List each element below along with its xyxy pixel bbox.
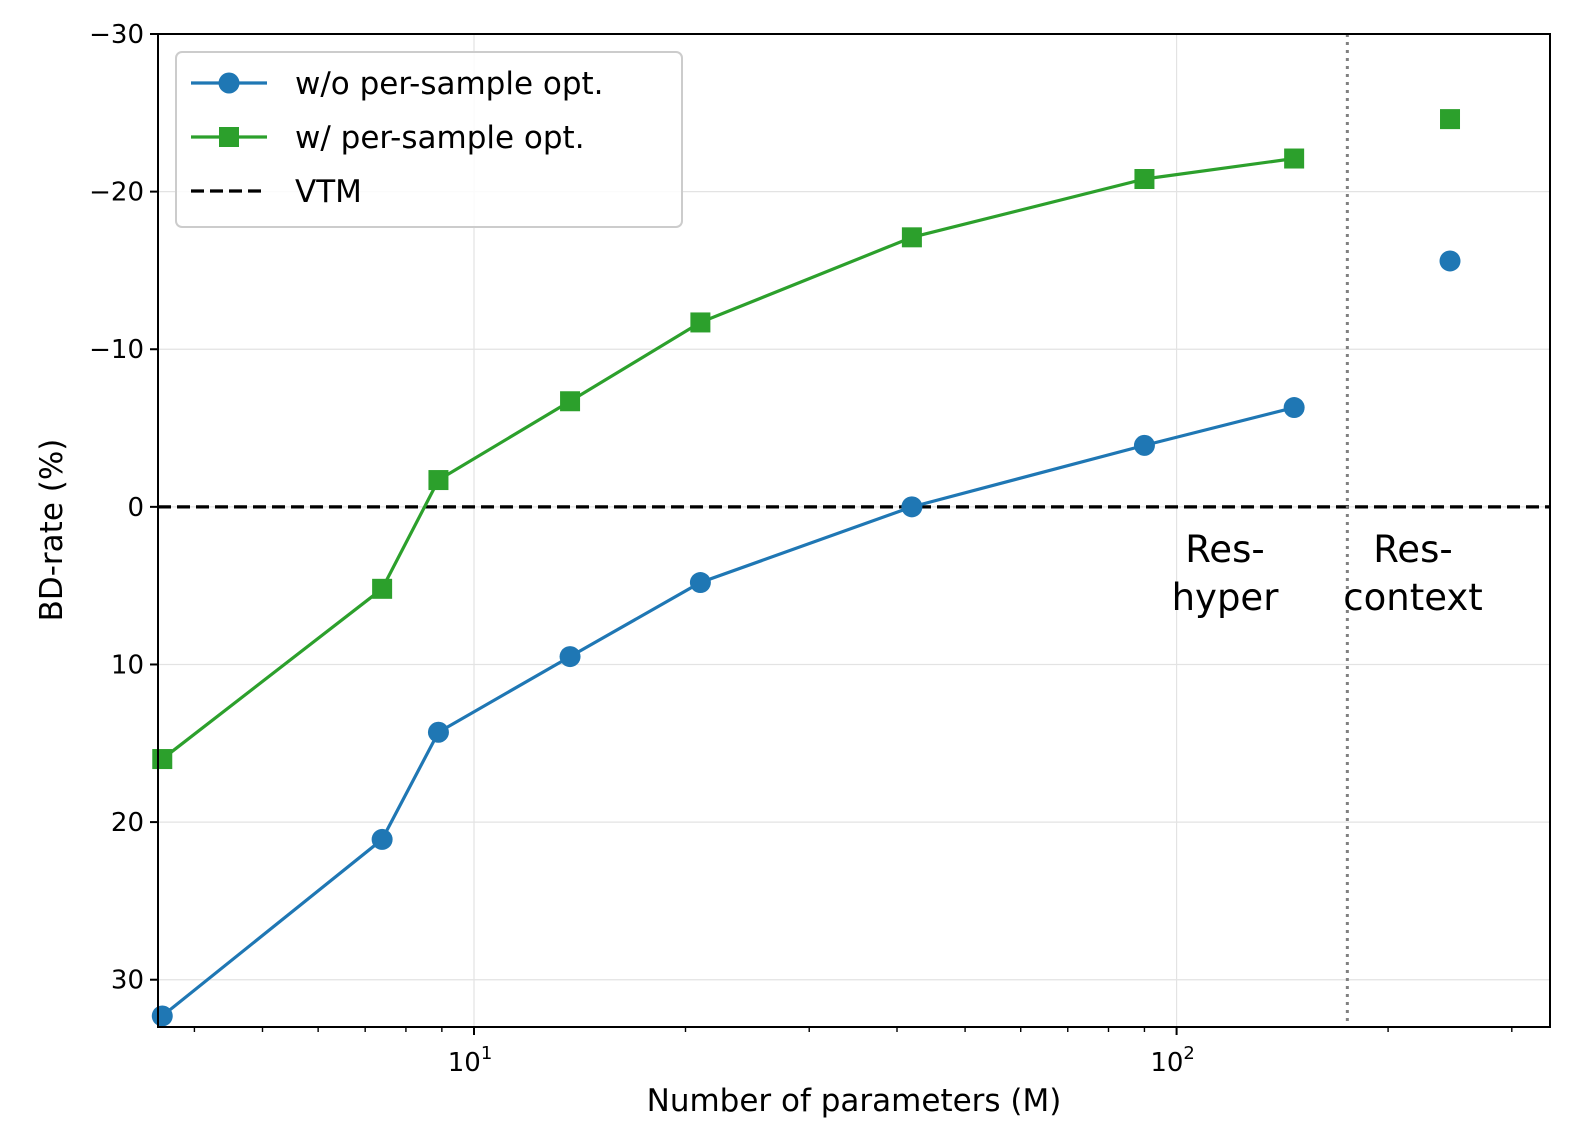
- reference-lines: [158, 34, 1550, 1027]
- region-label-line1: Res-: [1373, 528, 1452, 571]
- x-tick-exponent: 2: [1183, 1043, 1194, 1064]
- legend: w/o per-sample opt. w/ per-sample opt. VTM: [175, 51, 683, 228]
- data-point-without-opt: [559, 646, 581, 668]
- legend-box: [175, 51, 683, 228]
- series-layer: [151, 109, 1461, 1027]
- isolated-point: [1439, 250, 1461, 272]
- region-label-line2: context: [1343, 576, 1482, 619]
- region-labels: Res-hyper Res-context: [1172, 528, 1483, 619]
- legend-swatch-marker: [219, 127, 239, 147]
- data-point-with-opt: [690, 312, 711, 333]
- axes-frame: [157, 33, 1551, 1028]
- data-point-without-opt: [151, 1005, 173, 1027]
- data-point-without-opt: [689, 572, 711, 594]
- y-tick-label: −20: [89, 178, 144, 208]
- y-axis-title: BD-rate (%): [34, 439, 70, 622]
- x-tick-base: 10: [1150, 1048, 1183, 1078]
- x-tick-label: 101: [448, 1043, 493, 1078]
- data-point-with-opt: [1134, 169, 1155, 190]
- y-tick-label: −30: [89, 20, 144, 50]
- y-tick-label: −10: [89, 335, 144, 365]
- x-tick-label: 102: [1150, 1043, 1195, 1078]
- region-label-line1: Res-: [1185, 528, 1264, 571]
- data-point-with-opt: [428, 470, 449, 491]
- data-point-without-opt: [1283, 397, 1305, 419]
- data-point-without-opt: [1133, 434, 1155, 456]
- legend-label: w/ per-sample opt.: [295, 120, 585, 156]
- legend-swatch-marker: [218, 72, 240, 94]
- data-point-without-opt: [371, 828, 393, 850]
- series-line-with-opt: [161, 156, 1295, 761]
- x-tick-exponent: 1: [481, 1043, 492, 1064]
- data-point-without-opt: [427, 721, 449, 743]
- y-tick-label: 10: [111, 650, 144, 680]
- series-line-without-opt: [161, 406, 1295, 1018]
- data-point-with-opt: [372, 578, 393, 599]
- y-tick-label: 20: [111, 808, 144, 838]
- isolated-point: [1440, 109, 1461, 130]
- x-tick-base: 10: [448, 1048, 481, 1078]
- data-point-with-opt: [560, 391, 581, 412]
- data-point-with-opt: [1284, 148, 1305, 169]
- y-tick-label: 30: [111, 966, 144, 996]
- y-tick-label: 0: [127, 493, 144, 523]
- legend-label: VTM: [295, 174, 362, 210]
- data-point-with-opt: [152, 749, 173, 770]
- data-point-without-opt: [901, 496, 923, 518]
- legend-label: w/o per-sample opt.: [295, 66, 604, 102]
- region-label-line2: hyper: [1172, 576, 1280, 619]
- data-point-with-opt: [901, 227, 922, 248]
- x-axis-title: Number of parameters (M): [647, 1083, 1062, 1119]
